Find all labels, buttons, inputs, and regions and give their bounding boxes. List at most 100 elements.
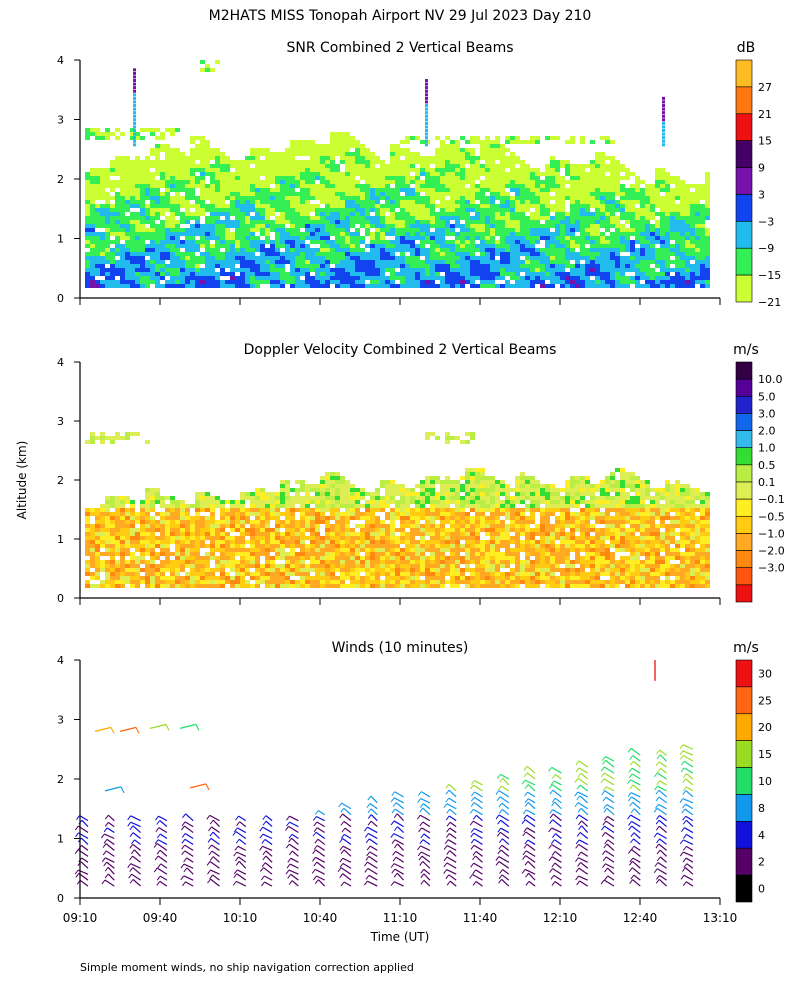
snr-cell: [570, 168, 575, 172]
snr-cell: [145, 156, 150, 160]
snr-cell: [290, 248, 295, 252]
snr-cell: [380, 192, 385, 196]
snr-cell: [405, 152, 410, 156]
snr-cell: [345, 192, 350, 196]
snr-cell: [680, 236, 685, 240]
snr-cell: [135, 260, 140, 264]
snr-cell: [610, 268, 615, 272]
snr-cell: [655, 224, 660, 228]
snr-cell: [220, 232, 225, 236]
snr-spike-cell: [425, 104, 428, 108]
velocity-cell: [175, 580, 180, 584]
snr-cell: [325, 244, 330, 248]
snr-cell: [120, 276, 125, 280]
snr-cell: [430, 200, 435, 204]
snr-cell: [340, 232, 345, 236]
velocity-cell: [85, 552, 90, 556]
snr-cell: [575, 164, 580, 168]
snr-cell: [675, 284, 680, 288]
snr-spike-cell: [425, 118, 428, 122]
velocity-cell: [105, 436, 110, 440]
snr-cell: [270, 192, 275, 196]
snr-cell: [340, 156, 345, 160]
snr-cell: [135, 268, 140, 272]
snr-cell: [605, 224, 610, 228]
velocity-cell: [190, 520, 195, 524]
snr-cell: [510, 172, 515, 176]
snr-cell: [105, 248, 110, 252]
snr-cell: [235, 248, 240, 252]
snr-cell: [260, 228, 265, 232]
snr-cell: [295, 192, 300, 196]
snr-cell: [470, 148, 475, 152]
snr-cell: [635, 252, 640, 256]
snr-cell: [640, 228, 645, 232]
snr-cell: [120, 184, 125, 188]
snr-cell: [495, 224, 500, 228]
velocity-cell: [115, 524, 120, 528]
snr-cell: [525, 256, 530, 260]
snr-cell: [225, 172, 230, 176]
snr-cell: [250, 224, 255, 228]
snr-cell: [615, 236, 620, 240]
snr-cell: [540, 268, 545, 272]
velocity-cell: [180, 568, 185, 572]
velocity-cell: [90, 552, 95, 556]
velocity-cell: [130, 516, 135, 520]
snr-cell: [130, 244, 135, 248]
snr-cell: [625, 216, 630, 220]
snr-cell: [335, 272, 340, 276]
velocity-cell: [290, 524, 295, 528]
snr-cell: [210, 148, 215, 152]
snr-cell: [130, 188, 135, 192]
snr-cell: [390, 148, 395, 152]
snr-cell: [450, 256, 455, 260]
snr-cell: [630, 208, 635, 212]
snr-cell: [580, 200, 585, 204]
snr-cell: [220, 172, 225, 176]
snr-cell: [590, 204, 595, 208]
snr-cell: [645, 260, 650, 264]
velocity-cell: [90, 436, 95, 440]
snr-cell: [665, 244, 670, 248]
snr-cell: [285, 160, 290, 164]
snr-cell: [685, 284, 690, 288]
velocity-cell: [160, 504, 165, 508]
velocity-cell: [200, 500, 205, 504]
snr-cell: [505, 200, 510, 204]
snr-cell: [225, 280, 230, 284]
snr-cell: [270, 268, 275, 272]
snr-cell: [680, 272, 685, 276]
snr-cell: [430, 244, 435, 248]
snr-cell: [150, 204, 155, 208]
snr-cell: [555, 236, 560, 240]
snr-cell: [455, 244, 460, 248]
snr-cell: [165, 264, 170, 268]
velocity-cell: [255, 580, 260, 584]
snr-cell: [325, 216, 330, 220]
snr-cell: [215, 256, 220, 260]
snr-cell: [100, 168, 105, 172]
velocity-cell: [270, 580, 275, 584]
velocity-cell: [210, 580, 215, 584]
snr-cell: [440, 220, 445, 224]
snr-cell: [640, 212, 645, 216]
snr-cell: [175, 196, 180, 200]
snr-cell: [135, 132, 140, 136]
snr-cell: [630, 228, 635, 232]
velocity-cell: [110, 580, 115, 584]
snr-cell: [320, 284, 325, 288]
snr-cell: [210, 68, 215, 72]
velocity-cell: [185, 576, 190, 580]
snr-cell: [235, 256, 240, 260]
snr-cell: [325, 260, 330, 264]
snr-cell: [220, 256, 225, 260]
velocity-cell: [110, 516, 115, 520]
velocity-cell: [215, 532, 220, 536]
snr-cell: [440, 268, 445, 272]
snr-cell: [390, 152, 395, 156]
snr-cell: [155, 268, 160, 272]
snr-cell: [190, 284, 195, 288]
snr-cell: [470, 272, 475, 276]
snr-cell: [460, 244, 465, 248]
